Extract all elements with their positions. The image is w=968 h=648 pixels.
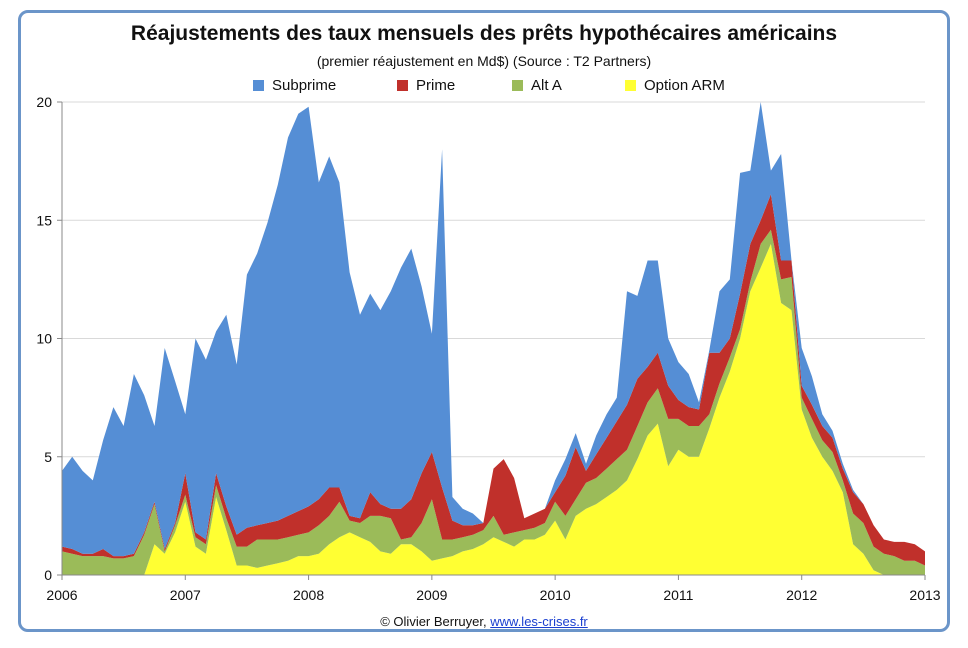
x-tick-label-2010: 2010 xyxy=(540,587,571,603)
area-option-arm xyxy=(62,243,925,575)
x-tick-label-2007: 2007 xyxy=(170,587,201,603)
x-tick-label-2006: 2006 xyxy=(46,587,77,603)
area-subprime xyxy=(62,102,925,557)
y-tick-label-0: 0 xyxy=(44,567,52,583)
legend-item-alt-a: Alt A xyxy=(512,77,562,94)
y-tick-label-20: 20 xyxy=(36,94,52,110)
x-tick-label-2013: 2013 xyxy=(909,587,940,603)
legend-swatch-prime xyxy=(397,80,408,91)
legend-label-subprime: Subprime xyxy=(272,77,337,94)
legend-item-option-arm: Option ARM xyxy=(625,77,725,94)
x-tick-label-2011: 2011 xyxy=(663,587,693,603)
footer-link[interactable]: www.les-crises.fr xyxy=(490,614,588,629)
legend-item-subprime: Subprime xyxy=(253,77,336,94)
x-tick-label-2009: 2009 xyxy=(416,587,447,603)
y-tick-label-5: 5 xyxy=(44,449,52,465)
legend-item-prime: Prime xyxy=(397,77,455,94)
chart-title: Réajustements des taux mensuels des prêt… xyxy=(130,22,838,45)
x-tick-label-2012: 2012 xyxy=(786,587,817,603)
chart-subtitle: (premier réajustement en Md$) (Source : … xyxy=(316,53,652,69)
area-prime xyxy=(62,194,925,566)
legend-label-prime: Prime xyxy=(416,77,456,94)
y-tick-label-10: 10 xyxy=(36,331,52,347)
area-alt-a xyxy=(62,229,925,575)
legend-swatch-alt-a xyxy=(512,80,523,91)
footer: © Olivier Berruyer, www.les-crises.fr xyxy=(0,614,968,629)
chart-legend: Subprime Prime Alt A Option ARM xyxy=(0,77,968,97)
y-tick-label-15: 15 xyxy=(36,212,52,228)
footer-credit: © Olivier Berruyer, xyxy=(380,614,487,629)
legend-label-option-arm: Option ARM xyxy=(644,77,725,94)
legend-swatch-option-arm xyxy=(625,80,636,91)
x-tick-label-2008: 2008 xyxy=(293,587,324,603)
legend-label-alt-a: Alt A xyxy=(531,77,562,94)
legend-swatch-subprime xyxy=(253,80,264,91)
